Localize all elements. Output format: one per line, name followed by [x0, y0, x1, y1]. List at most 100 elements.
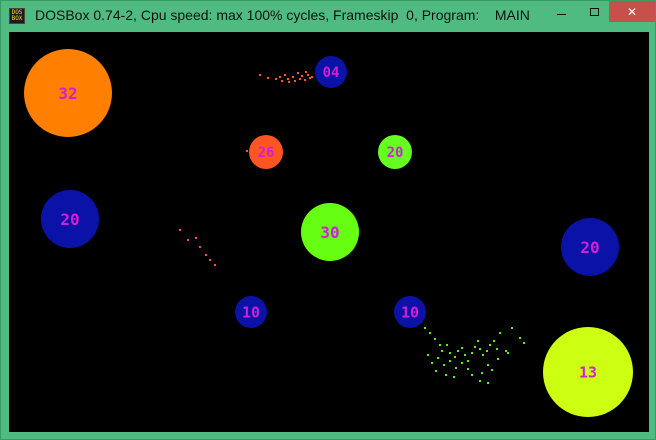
orange-particles-top-dot — [309, 77, 311, 79]
orange-particles-top-dot — [275, 78, 277, 80]
green-particles-dot — [491, 369, 493, 371]
close-button[interactable]: ✕ — [609, 1, 655, 22]
green-particles-dot — [435, 370, 437, 372]
ball-9-label: 10 — [401, 303, 419, 321]
orange-particles-left-dot — [195, 237, 197, 239]
orange-particles-left-dot — [187, 239, 189, 241]
orange-particles-top-dot — [304, 79, 306, 81]
orange-particles-left-dot — [205, 254, 207, 256]
orange-particles-top-dot — [292, 76, 294, 78]
orange-particles-top-dot — [267, 77, 269, 79]
orange-particles-top-dot — [297, 72, 299, 74]
orange-particles-top-dot — [305, 71, 307, 73]
green-particles-dot — [471, 352, 473, 354]
green-particles-dot — [467, 368, 469, 370]
maximize-button[interactable] — [580, 1, 608, 22]
green-particles-dot — [427, 354, 429, 356]
green-particles-dot — [441, 350, 443, 352]
dosbox-icon[interactable]: DOS BOX — [9, 8, 25, 24]
ball-2-label: 04 — [323, 65, 340, 81]
green-particles-dot — [424, 327, 426, 329]
green-particles-dot — [505, 350, 507, 352]
orange-particles-top-dot — [294, 80, 296, 82]
icon-text-bottom: BOX — [11, 15, 23, 22]
icon-text-top: DOS — [11, 9, 23, 16]
green-particles-dot — [519, 337, 521, 339]
green-particles-dot — [431, 362, 433, 364]
green-particles-dot — [487, 382, 489, 384]
green-particles — [424, 327, 525, 384]
green-particles-dot — [449, 360, 451, 362]
green-particles-dot — [443, 364, 445, 366]
ball-3-label: 26 — [258, 145, 275, 161]
ball-5-label: 20 — [60, 210, 79, 229]
orange-particles-top-dot — [287, 78, 289, 80]
green-particles-dot — [474, 346, 476, 348]
orange-particles-top-dot — [307, 74, 309, 76]
green-particles-dot — [467, 360, 469, 362]
maximize-icon — [589, 7, 599, 16]
ball-8-label: 10 — [242, 303, 260, 321]
orange-particles-top-dot — [259, 74, 261, 76]
ball-7-label: 20 — [580, 238, 599, 257]
ball-6 — [301, 203, 359, 261]
ball-5 — [41, 190, 99, 248]
green-particles-dot — [481, 372, 483, 374]
green-particles-dot — [499, 332, 501, 334]
window-title: DOSBox 0.74-2, Cpu speed: max 100% cycle… — [35, 7, 530, 23]
orange-particles-top — [246, 71, 313, 152]
green-particles-dot — [496, 348, 498, 350]
ball-7 — [561, 218, 619, 276]
green-particles-dot — [497, 358, 499, 360]
minimize-button[interactable] — [547, 1, 575, 22]
green-particles-dot — [449, 352, 451, 354]
game-screen[interactable]: 32 04 26 20 20 30 20 10 10 13 — [9, 32, 649, 432]
green-particles-dot — [479, 348, 481, 350]
orange-particles-top-dot — [281, 80, 283, 82]
green-particles-dot — [507, 352, 509, 354]
close-icon: ✕ — [626, 4, 638, 19]
ball-8 — [235, 296, 267, 328]
minimize-icon — [556, 14, 566, 15]
orange-particles-top-dot — [246, 150, 248, 152]
ball-4 — [378, 135, 412, 169]
green-particles-dot — [446, 344, 448, 346]
orange-particles-top-dot — [288, 81, 290, 83]
green-particles-dot — [482, 354, 484, 356]
green-particles-dot — [461, 362, 463, 364]
ball-1-label: 32 — [58, 84, 77, 103]
green-particles-dot — [477, 340, 479, 342]
green-particles-dot — [461, 347, 463, 349]
orange-particles-left-dot — [214, 264, 216, 266]
orange-particles-top-dot — [311, 76, 313, 78]
ball-10-label: 13 — [579, 363, 597, 381]
green-particles-dot — [486, 350, 488, 352]
orange-particles-left-dot — [209, 259, 211, 261]
green-particles-dot — [454, 356, 456, 358]
green-particles-dot — [455, 367, 457, 369]
ball-1 — [24, 49, 112, 137]
green-particles-dot — [439, 344, 441, 346]
ball-6-label: 30 — [320, 223, 339, 242]
orange-particles-top-dot — [299, 78, 301, 80]
orange-particles-top-dot — [284, 74, 286, 76]
orange-particles-left-dot — [179, 229, 181, 231]
green-particles-dot — [429, 332, 431, 334]
ball-2 — [315, 56, 347, 88]
ball-9 — [394, 296, 426, 328]
green-particles-dot — [489, 344, 491, 346]
green-particles-dot — [487, 364, 489, 366]
game-canvas: 32 04 26 20 20 30 20 10 10 13 — [24, 49, 633, 417]
orange-particles-left — [179, 229, 216, 266]
green-particles-dot — [523, 342, 525, 344]
orange-particles-left-dot — [199, 246, 201, 248]
green-particles-dot — [511, 327, 513, 329]
ball-4-label: 20 — [387, 145, 404, 161]
green-particles-dot — [434, 338, 436, 340]
title-bar[interactable]: DOS BOX DOSBox 0.74-2, Cpu speed: max 10… — [1, 1, 656, 31]
green-particles-dot — [464, 354, 466, 356]
green-particles-dot — [493, 340, 495, 342]
green-particles-dot — [453, 376, 455, 378]
orange-particles-top-dot — [301, 75, 303, 77]
green-particles-dot — [471, 374, 473, 376]
